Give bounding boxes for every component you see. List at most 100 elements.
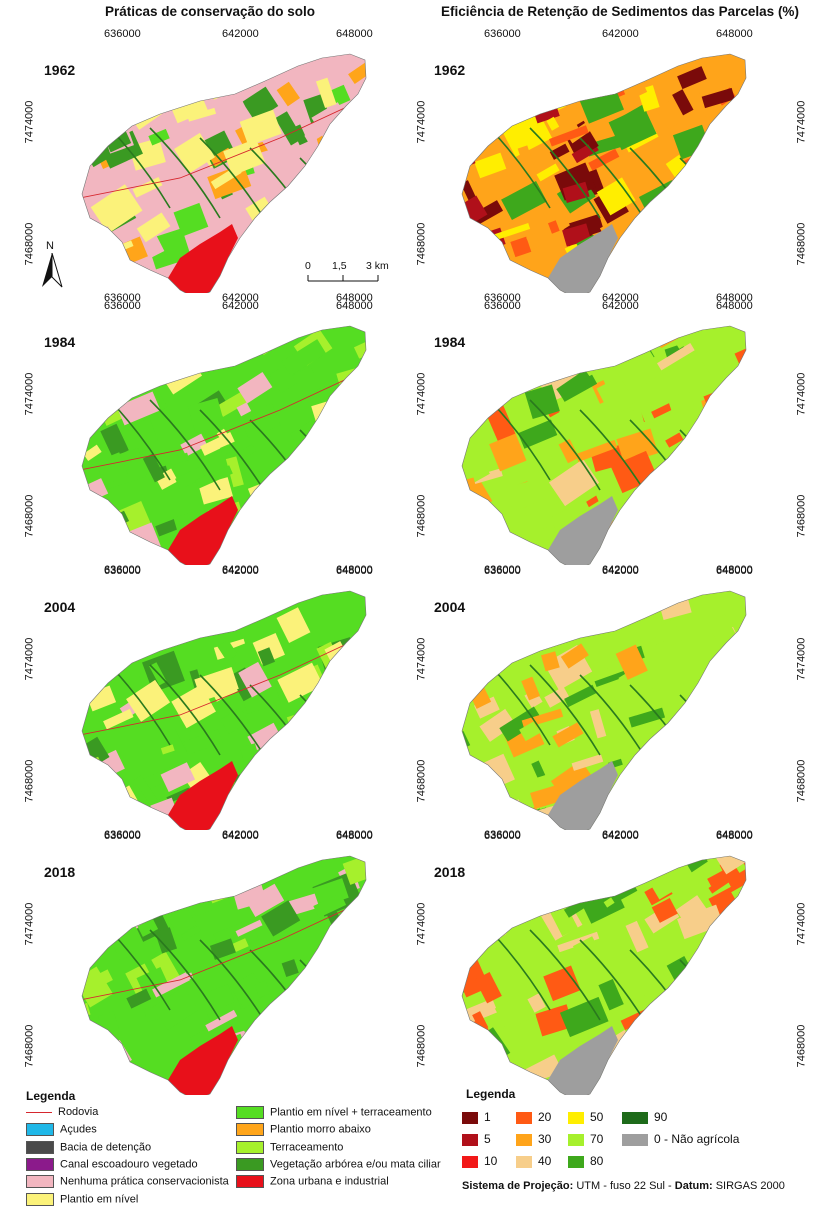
parcel — [443, 125, 471, 146]
parcel — [535, 51, 561, 71]
parcel — [202, 581, 219, 598]
parcel — [455, 499, 479, 529]
parcel — [610, 532, 637, 553]
legend-swatch — [622, 1134, 648, 1146]
parcel — [242, 272, 257, 288]
parcel — [507, 884, 529, 902]
parcel — [369, 230, 380, 259]
parcel — [347, 111, 359, 124]
parcel — [486, 324, 526, 358]
parcel — [654, 501, 678, 530]
parcel — [310, 1031, 344, 1066]
parcel — [169, 347, 204, 368]
parcel — [320, 738, 335, 750]
parcel — [455, 791, 489, 817]
parcel — [504, 845, 548, 878]
parcel — [148, 1094, 163, 1095]
legend-label: 5 — [484, 1132, 491, 1146]
parcel — [671, 254, 714, 293]
y-tick: 7474000 — [23, 373, 35, 416]
y-tick: 7468000 — [23, 495, 35, 538]
parcel — [231, 314, 254, 339]
parcel — [121, 850, 155, 872]
parcel — [210, 313, 238, 342]
parcel — [717, 255, 735, 275]
parcel — [271, 256, 300, 288]
legend-label: 10 — [484, 1154, 497, 1168]
parcel — [552, 312, 589, 352]
parcel — [372, 383, 380, 413]
parcel — [67, 1044, 98, 1066]
y-tick: 7474000 — [415, 101, 427, 144]
parcel — [460, 224, 482, 240]
parcel — [683, 797, 723, 830]
parcel — [81, 856, 112, 886]
right-legend-item: 5 — [462, 1132, 491, 1146]
legend-label: Terraceamento — [270, 1141, 343, 1153]
parcel — [285, 550, 329, 565]
parcel — [124, 620, 145, 642]
parcel — [451, 108, 487, 137]
legend-label: 1 — [484, 1110, 491, 1124]
x-tick-top: 648000 — [336, 830, 373, 842]
parcel — [204, 67, 219, 86]
right-column-title: Eficiência de Retenção de Sedimentos das… — [420, 4, 820, 19]
parcel — [632, 497, 675, 531]
projection-datum: SIRGAS 2000 — [716, 1180, 785, 1192]
parcel — [744, 880, 760, 908]
parcel — [269, 1043, 286, 1067]
parcel — [82, 514, 121, 550]
parcel — [746, 72, 760, 108]
parcel — [169, 58, 201, 84]
parcel — [199, 869, 213, 885]
parcel — [264, 207, 286, 237]
parcel — [66, 83, 99, 120]
parcel — [444, 619, 466, 647]
parcel — [722, 162, 754, 198]
parcel — [738, 1073, 760, 1095]
scale-label-2: 3 km — [366, 260, 389, 272]
parcel — [668, 542, 685, 560]
projection-prefix: Sistema de Projeção: — [462, 1180, 573, 1192]
parcel — [747, 198, 760, 227]
parcel — [96, 126, 112, 146]
legend-label: 0 - Não agrícola — [654, 1132, 739, 1146]
parcel — [185, 307, 221, 335]
scale-label-1: 1,5 — [332, 260, 347, 272]
parcel — [278, 1061, 320, 1095]
parcel — [357, 502, 380, 526]
parcel — [343, 1017, 380, 1039]
legend-swatch — [26, 1193, 54, 1206]
parcel — [521, 50, 568, 92]
scale-label-0: 0 — [305, 260, 311, 272]
year-label: 2004 — [434, 599, 465, 615]
parcel — [347, 418, 380, 447]
legend-label: Rodovia — [58, 1106, 98, 1118]
x-tick-top: 648000 — [716, 28, 753, 40]
parcel — [92, 583, 125, 615]
watershed-map — [440, 565, 760, 830]
parcel — [531, 881, 561, 908]
parcel — [264, 747, 282, 771]
legend-label: 70 — [590, 1132, 603, 1146]
parcel — [688, 979, 719, 999]
parcel — [469, 228, 506, 255]
parcel — [304, 510, 325, 537]
parcel — [313, 534, 331, 553]
parcel — [491, 893, 519, 926]
parcel — [234, 802, 255, 828]
parcel — [679, 816, 700, 830]
parcel — [324, 455, 366, 496]
y-tick: 7474000 — [795, 373, 807, 416]
parcel — [729, 180, 760, 219]
parcel — [751, 765, 760, 791]
parcel — [350, 208, 380, 236]
parcel — [306, 801, 339, 827]
parcel — [153, 873, 177, 897]
parcel — [263, 820, 291, 830]
parcel — [108, 613, 151, 652]
parcel — [371, 49, 380, 75]
legend-label: Plantio em nível — [60, 1193, 138, 1205]
